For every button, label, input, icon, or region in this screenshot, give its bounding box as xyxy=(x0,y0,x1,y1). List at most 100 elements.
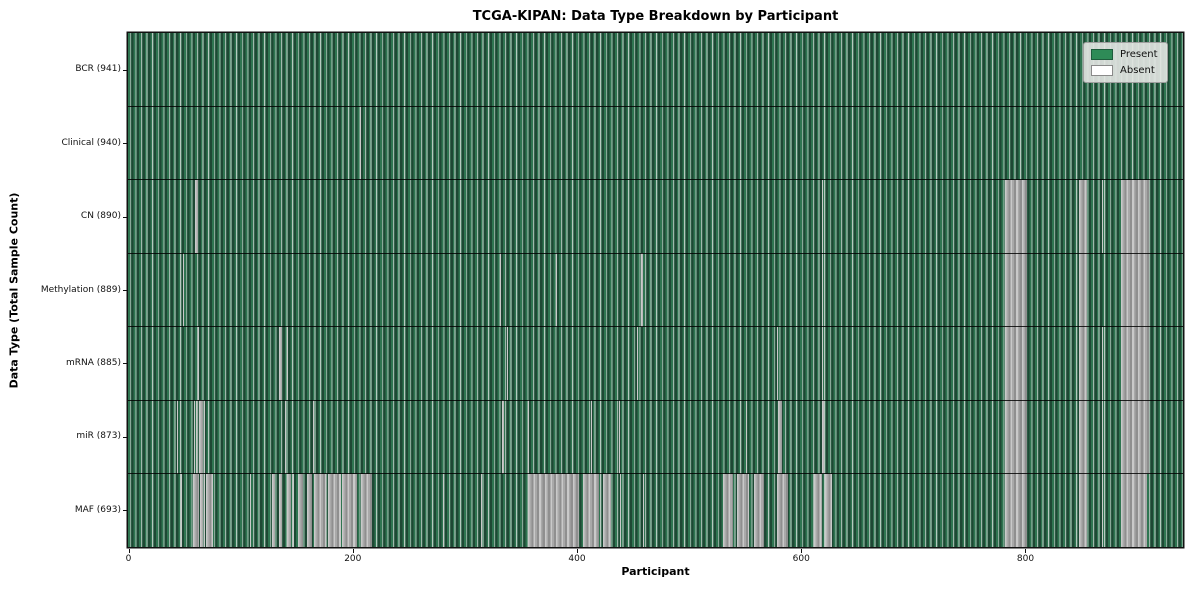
absent-stripe xyxy=(279,326,282,401)
absent-stripe xyxy=(298,473,303,547)
legend-item-present: Present xyxy=(1091,49,1158,60)
absent-stripe xyxy=(194,400,196,474)
absent-stripe xyxy=(314,473,327,547)
y-tick-label: Methylation (889) xyxy=(40,284,121,295)
absent-stripe xyxy=(603,473,612,547)
x-tick-label: 0 xyxy=(125,554,132,564)
y-tick-mark xyxy=(123,69,127,71)
legend-item-absent: Absent xyxy=(1091,65,1158,76)
absent-stripe xyxy=(250,473,252,547)
absent-stripe xyxy=(1121,253,1150,327)
absent-stripe xyxy=(198,400,204,474)
y-tick-mark xyxy=(123,143,127,145)
absent-stripe xyxy=(1078,473,1087,547)
absent-stripe xyxy=(556,253,558,327)
absent-stripe xyxy=(199,473,204,547)
absent-stripe xyxy=(821,179,824,254)
absent-stripe xyxy=(1004,473,1028,547)
y-tick-mark xyxy=(123,290,127,291)
x-tick-label: 800 xyxy=(1016,554,1035,564)
x-tick-label: 400 xyxy=(568,554,586,564)
row-divider xyxy=(128,179,1183,181)
absent-stripe xyxy=(1004,326,1028,401)
absent-stripe xyxy=(736,473,750,547)
legend: Present Absent xyxy=(1083,42,1168,83)
absent-stripe xyxy=(1078,326,1087,401)
absent-stripe xyxy=(307,473,312,547)
absent-stripe xyxy=(1102,400,1104,474)
absent-stripe xyxy=(193,473,199,547)
absent-stripe xyxy=(620,473,622,547)
absent-stripe xyxy=(723,473,734,547)
absent-stripe xyxy=(204,473,206,547)
row-divider xyxy=(128,399,1183,401)
absent-stripe xyxy=(814,473,822,547)
row-divider xyxy=(128,252,1183,254)
absent-stripe xyxy=(360,106,362,180)
absent-stripe xyxy=(619,400,621,474)
absent-stripe xyxy=(753,473,764,547)
absent-stripe xyxy=(642,473,644,547)
absent-stripe xyxy=(1121,473,1148,547)
absent-stripe xyxy=(777,473,789,547)
x-tick-label: 600 xyxy=(792,554,810,564)
y-tick-label: BCR (941) xyxy=(75,64,121,75)
absent-stripe xyxy=(177,400,179,474)
x-tick-mark xyxy=(577,549,579,553)
absent-stripe xyxy=(1121,400,1150,474)
absent-stripe xyxy=(312,400,315,474)
absent-stripe xyxy=(825,473,833,547)
absent-stripe xyxy=(284,400,287,474)
y-tick-label: MAF (693) xyxy=(74,504,121,515)
y-tick-label: CN (890) xyxy=(80,211,121,222)
absent-stripe xyxy=(506,326,509,401)
absent-stripe xyxy=(821,400,825,474)
absent-stripe xyxy=(197,326,199,401)
absent-stripe xyxy=(777,326,779,401)
y-tick-label: miR (873) xyxy=(76,431,121,442)
legend-label-present: Present xyxy=(1120,49,1158,60)
absent-stripe xyxy=(182,253,185,327)
absent-stripe xyxy=(1078,253,1087,327)
absent-stripe xyxy=(502,400,504,474)
absent-stripe xyxy=(641,253,643,327)
absent-stripe xyxy=(500,253,502,327)
absent-stripe xyxy=(1004,179,1028,254)
x-axis-label: Participant xyxy=(621,565,690,578)
y-tick-mark xyxy=(123,216,127,218)
absent-stripe xyxy=(279,473,282,547)
y-tick-mark xyxy=(123,510,127,512)
absent-stripe xyxy=(204,400,206,474)
y-tick-label: mRNA (885) xyxy=(66,357,121,368)
absent-stripe xyxy=(528,400,530,474)
x-tick-label: 200 xyxy=(344,554,362,564)
row-divider xyxy=(128,326,1183,328)
absent-stripe xyxy=(1102,179,1104,254)
absent-stripe xyxy=(327,473,342,547)
absent-stripe xyxy=(361,473,373,547)
absent-stripe xyxy=(821,326,824,401)
x-tick-mark xyxy=(1025,549,1027,553)
row-divider xyxy=(128,473,1183,475)
x-tick-mark xyxy=(128,549,130,553)
absent-stripe xyxy=(583,473,599,547)
absent-stripe xyxy=(745,400,747,474)
legend-label-absent: Absent xyxy=(1120,65,1155,76)
absent-stripe xyxy=(1121,179,1150,254)
absent-stripe xyxy=(443,473,445,547)
absent-stripe xyxy=(1004,253,1028,327)
absent-stripe xyxy=(287,326,289,401)
chart-title: TCGA-KIPAN: Data Type Breakdown by Parti… xyxy=(472,9,839,24)
absent-stripe xyxy=(1102,326,1104,401)
absent-swatch-icon xyxy=(1091,65,1113,76)
x-tick-mark xyxy=(801,549,803,553)
absent-stripe xyxy=(342,473,357,547)
absent-stripe xyxy=(196,400,198,474)
absent-stripe xyxy=(180,473,182,547)
absent-stripe xyxy=(637,326,639,401)
absent-stripe xyxy=(1078,400,1087,474)
absent-stripe xyxy=(528,473,579,547)
y-tick-mark xyxy=(123,436,127,438)
absent-stripe xyxy=(821,253,824,327)
